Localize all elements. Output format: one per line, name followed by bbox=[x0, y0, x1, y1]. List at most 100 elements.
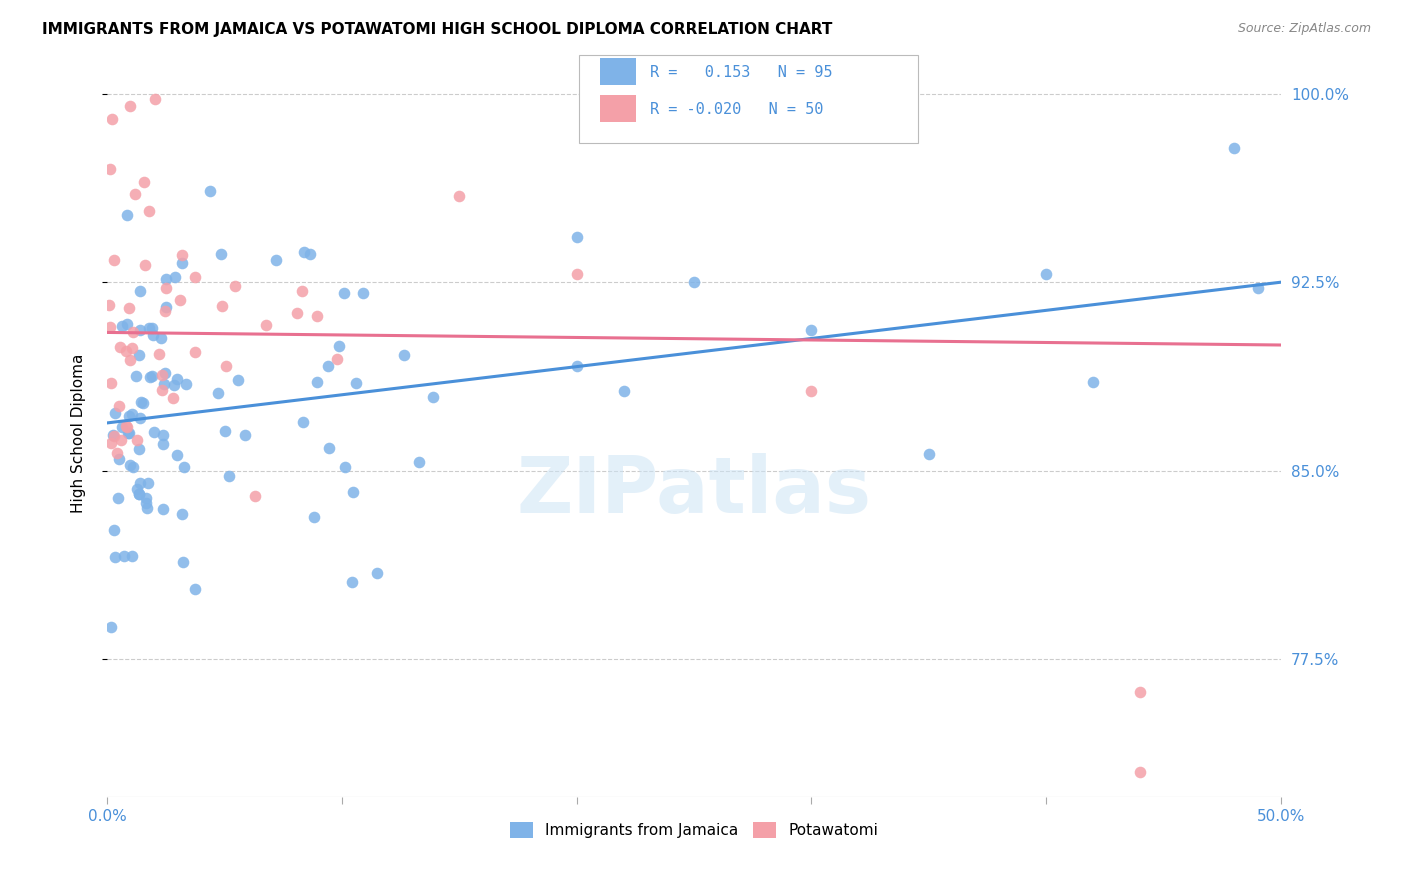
Point bbox=[112, 549, 135, 563]
Point bbox=[117, 426, 139, 441]
Point bbox=[307, 376, 329, 390]
Point bbox=[335, 459, 357, 474]
Point bbox=[108, 399, 131, 413]
Point bbox=[683, 275, 706, 289]
Point bbox=[565, 229, 588, 244]
Point bbox=[108, 451, 131, 466]
Point bbox=[292, 245, 315, 260]
Point bbox=[138, 204, 160, 219]
Point bbox=[115, 420, 138, 434]
Point bbox=[115, 317, 138, 331]
Point bbox=[128, 323, 150, 337]
Point bbox=[118, 301, 141, 316]
Point bbox=[132, 396, 155, 410]
Point bbox=[115, 419, 138, 434]
Point bbox=[408, 455, 430, 469]
Point bbox=[800, 323, 823, 337]
Point bbox=[103, 523, 125, 537]
Point bbox=[104, 550, 127, 565]
Point bbox=[170, 256, 193, 270]
Point bbox=[211, 299, 233, 313]
Point bbox=[318, 441, 340, 455]
Point bbox=[613, 384, 636, 398]
Point bbox=[155, 300, 177, 314]
Point bbox=[1083, 375, 1105, 389]
Point bbox=[1246, 280, 1268, 294]
Point bbox=[150, 368, 173, 382]
Point bbox=[163, 270, 186, 285]
Point bbox=[100, 320, 122, 334]
Text: R =   0.153   N = 95: R = 0.153 N = 95 bbox=[650, 65, 832, 79]
Point bbox=[166, 372, 188, 386]
Point bbox=[121, 407, 143, 421]
Point bbox=[565, 268, 588, 282]
Point bbox=[235, 428, 257, 442]
Point bbox=[103, 429, 125, 443]
Point bbox=[243, 489, 266, 503]
Point bbox=[153, 377, 176, 392]
Point bbox=[100, 620, 122, 634]
Point bbox=[183, 269, 205, 284]
Point bbox=[125, 368, 148, 383]
Point bbox=[166, 448, 188, 462]
Point bbox=[98, 297, 121, 311]
Point bbox=[134, 258, 156, 272]
Point bbox=[1129, 765, 1152, 780]
Point bbox=[1129, 685, 1152, 699]
Point bbox=[422, 390, 444, 404]
Point bbox=[128, 487, 150, 501]
Point bbox=[138, 321, 160, 335]
Point bbox=[143, 92, 166, 106]
Point bbox=[111, 318, 134, 333]
Point bbox=[98, 162, 121, 177]
Point bbox=[122, 459, 145, 474]
Point bbox=[129, 411, 152, 425]
Point bbox=[118, 409, 141, 423]
Point bbox=[285, 306, 308, 320]
Point bbox=[228, 373, 250, 387]
Point bbox=[148, 347, 170, 361]
Point bbox=[304, 510, 326, 524]
Point bbox=[307, 309, 329, 323]
Point bbox=[100, 112, 122, 126]
Point bbox=[218, 469, 240, 483]
Point bbox=[141, 321, 163, 335]
Point bbox=[110, 340, 132, 354]
Point bbox=[153, 366, 176, 380]
Point bbox=[292, 416, 315, 430]
Point bbox=[340, 574, 363, 589]
Point bbox=[125, 482, 148, 496]
Point bbox=[153, 304, 176, 318]
Point bbox=[128, 285, 150, 299]
Point bbox=[291, 284, 314, 298]
Point bbox=[328, 339, 350, 353]
Point bbox=[120, 353, 142, 368]
Point bbox=[103, 253, 125, 268]
Point bbox=[111, 420, 134, 434]
Point bbox=[172, 555, 194, 569]
Point bbox=[136, 476, 159, 491]
Point bbox=[565, 359, 588, 373]
Point bbox=[152, 436, 174, 450]
Point bbox=[918, 447, 941, 461]
Point bbox=[136, 500, 159, 515]
Point bbox=[169, 293, 191, 308]
Point bbox=[104, 406, 127, 420]
Point bbox=[121, 549, 143, 564]
Point bbox=[141, 368, 163, 383]
Point bbox=[152, 384, 174, 398]
Point bbox=[152, 428, 174, 442]
Point bbox=[118, 425, 141, 440]
Point bbox=[100, 436, 122, 450]
Point bbox=[1035, 267, 1057, 281]
Point bbox=[224, 279, 246, 293]
Point bbox=[449, 188, 471, 202]
Point bbox=[139, 370, 162, 384]
Point bbox=[207, 386, 229, 401]
Point bbox=[152, 502, 174, 516]
Point bbox=[316, 359, 339, 373]
Point bbox=[198, 185, 221, 199]
Point bbox=[142, 328, 165, 343]
Point bbox=[118, 458, 141, 472]
Point bbox=[214, 425, 236, 439]
